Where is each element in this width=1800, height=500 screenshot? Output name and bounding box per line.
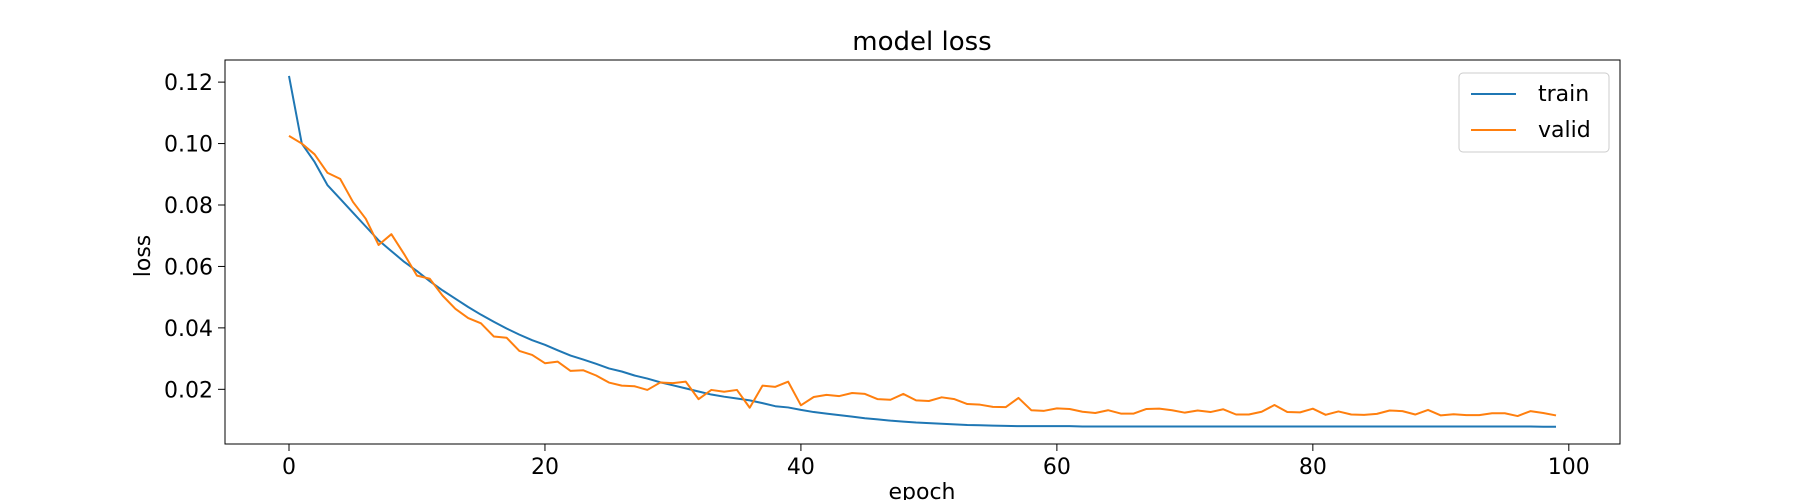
- x-tick-label: 40: [787, 455, 815, 480]
- legend-label-valid: valid: [1538, 118, 1591, 143]
- y-tick-label: 0.04: [164, 317, 213, 342]
- x-tick-label: 0: [282, 455, 296, 480]
- x-tick-label: 20: [531, 455, 559, 480]
- x-tick-label: 100: [1548, 455, 1590, 480]
- x-tick-label: 80: [1299, 455, 1327, 480]
- legend: train valid: [1458, 72, 1610, 153]
- legend-label-train: train: [1538, 82, 1589, 107]
- y-tick-label: 0.10: [164, 133, 213, 158]
- y-tick-label: 0.12: [164, 71, 213, 96]
- series-line-valid: [288, 135, 1557, 418]
- x-tick-label: 60: [1043, 455, 1071, 480]
- series-line-train: [288, 75, 1557, 428]
- legend-box: [1458, 72, 1610, 153]
- y-tick-label: 0.06: [164, 255, 213, 280]
- y-tick-label: 0.02: [164, 378, 213, 403]
- x-axis-label: epoch: [889, 480, 956, 500]
- y-axis-label: loss: [131, 235, 156, 278]
- y-tick-label: 0.08: [164, 194, 213, 219]
- chart-title: model loss: [852, 27, 991, 57]
- plot-frame: [224, 59, 1621, 445]
